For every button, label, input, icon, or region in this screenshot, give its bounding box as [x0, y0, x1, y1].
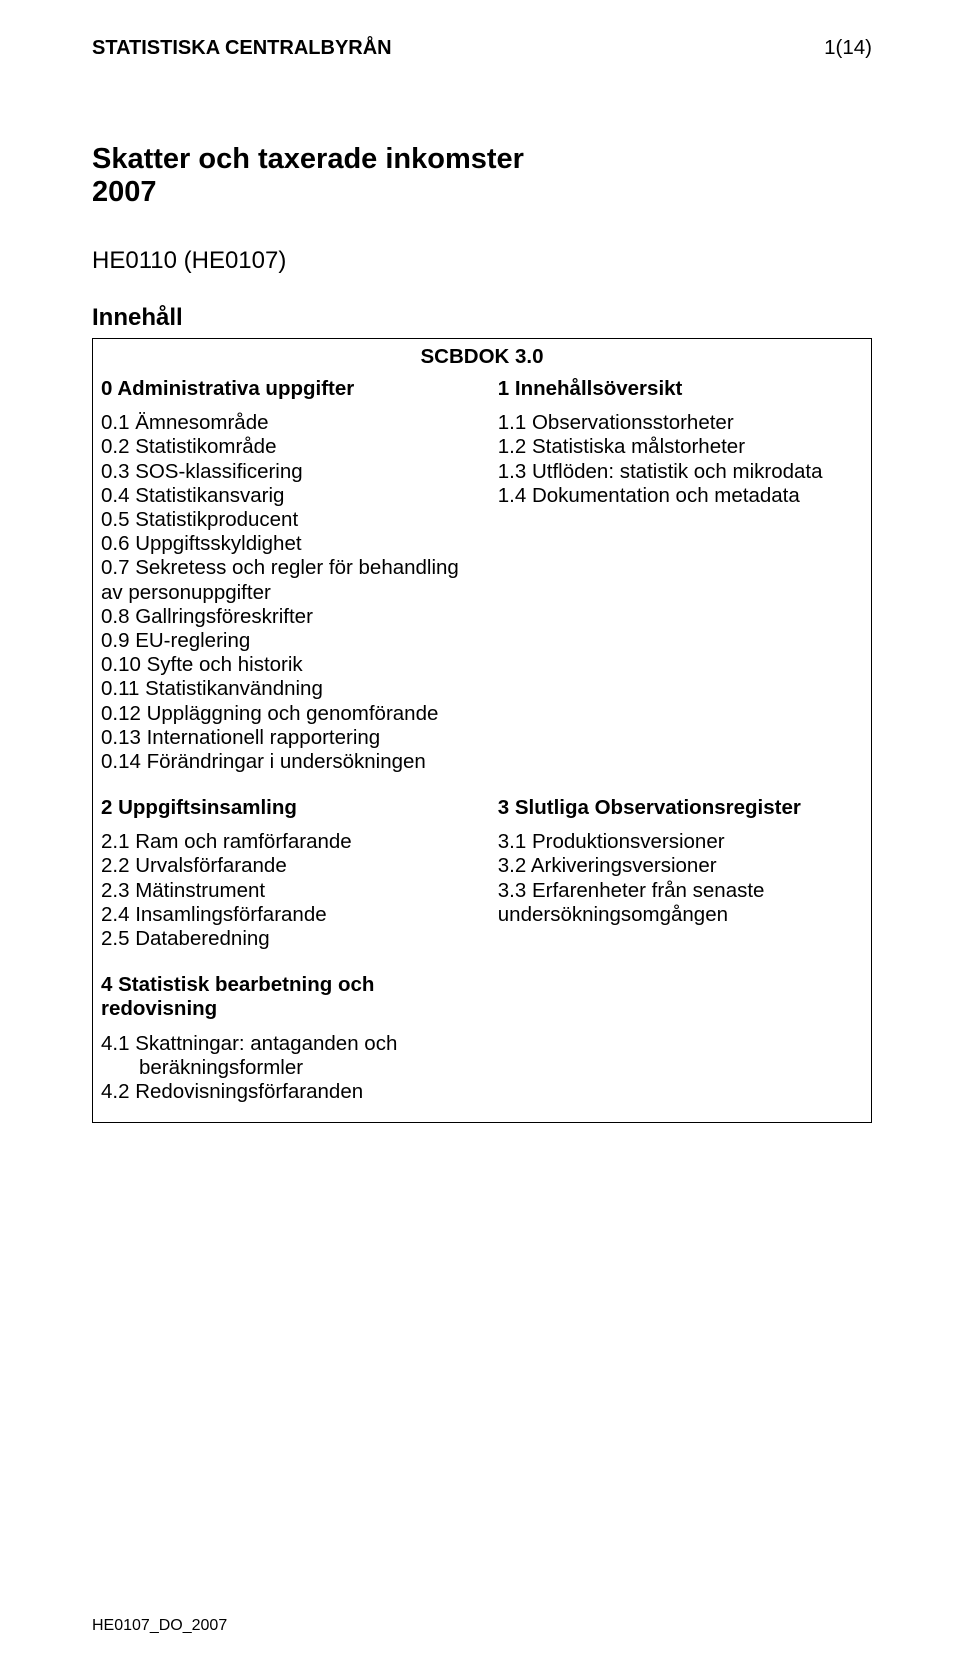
toc-item: 0.4 Statistikansvarig [101, 484, 482, 508]
toc-item: 0.12 Uppläggning och genomförande [101, 702, 482, 726]
toc-cell-0: 0 Administrativa uppgifter 0.1 Ämnesområ… [93, 373, 490, 792]
title-line-1: Skatter och taxerade inkomster [92, 143, 524, 175]
toc-item: 4.2 Redovisningsförfaranden [101, 1080, 482, 1104]
toc-item: 0.6 Uppgiftsskyldighet [101, 532, 482, 556]
toc-item: 0.1 Ämnesområde [101, 411, 482, 435]
toc-cell-1: 1 Innehållsöversikt 1.1 Observationsstor… [490, 373, 872, 792]
toc-cell-2: 2 Uppgiftsinsamling 2.1 Ram och ramförfa… [93, 792, 490, 969]
toc-item: 2.4 Insamlingsförfarande [101, 903, 482, 927]
toc-cell-4: 4 Statistisk bearbetning och redovisning… [93, 969, 490, 1122]
footer-code: HE0107_DO_2007 [92, 1617, 227, 1636]
toc-item: 1.2 Statistiska målstorheter [498, 435, 863, 459]
document-code: HE0110 (HE0107) [92, 247, 872, 275]
toc-item: 2.3 Mätinstrument [101, 879, 482, 903]
section-1-head: 1 Innehållsöversikt [498, 377, 863, 401]
toc-item: 1.4 Dokumentation och metadata [498, 484, 863, 508]
section-2-head: 2 Uppgiftsinsamling [101, 796, 482, 820]
toc-row-3: 4 Statistisk bearbetning och redovisning… [93, 969, 872, 1122]
toc-item: 1.3 Utflöden: statistik och mikrodata [498, 460, 863, 484]
toc-item: 0.13 Internationell rapportering [101, 726, 482, 750]
toc-item: 0.14 Förändringar i undersökningen [101, 750, 482, 774]
page-number: 1(14) [824, 36, 872, 60]
toc-item: 0.9 EU-reglering [101, 629, 482, 653]
toc-item: 0.5 Statistikproducent [101, 508, 482, 532]
toc-item: 0.2 Statistikområde [101, 435, 482, 459]
section-4-head: 4 Statistisk bearbetning och redovisning [101, 973, 482, 1021]
section-3-head: 3 Slutliga Observationsregister [498, 796, 863, 820]
section-0-head: 0 Administrativa uppgifter [101, 377, 482, 401]
toc-item: 0.3 SOS-klassificering [101, 460, 482, 484]
toc-item: 1.1 Observationsstorheter [498, 411, 863, 435]
toc-item: 4.1 Skattningar: antaganden och [101, 1032, 482, 1056]
toc-item: 3.3 Erfarenheter från senaste undersökni… [498, 879, 863, 927]
toc-row-2: 2 Uppgiftsinsamling 2.1 Ram och ramförfa… [93, 792, 872, 969]
scbdok-label: SCBDOK 3.0 [93, 338, 872, 373]
toc-cell-empty [490, 969, 872, 1122]
toc-item: 0.8 Gallringsföreskrifter [101, 605, 482, 629]
toc-item: 0.11 Statistikanvändning [101, 677, 482, 701]
toc-item-cont: beräkningsformler [101, 1056, 482, 1080]
toc-item: 0.10 Syfte och historik [101, 653, 482, 677]
toc-item: 3.2 Arkiveringsversioner [498, 854, 863, 878]
toc-item: 2.1 Ram och ramförfarande [101, 830, 482, 854]
toc-version-row: SCBDOK 3.0 [93, 338, 872, 373]
title-line-2: 2007 [92, 176, 157, 208]
toc-table: SCBDOK 3.0 0 Administrativa uppgifter 0.… [92, 338, 872, 1123]
toc-item: 0.7 Sekretess och regler för behandling … [101, 556, 482, 604]
toc-cell-3: 3 Slutliga Observationsregister 3.1 Prod… [490, 792, 872, 969]
toc-item: 2.5 Databeredning [101, 927, 482, 951]
document-title: Skatter och taxerade inkomster 2007 [92, 143, 872, 210]
toc-heading: Innehåll [92, 304, 872, 332]
toc-item: 3.1 Produktionsversioner [498, 830, 863, 854]
toc-row-1: 0 Administrativa uppgifter 0.1 Ämnesområ… [93, 373, 872, 792]
org-name: STATISTISKA CENTRALBYRÅN [92, 37, 392, 61]
page-header: STATISTISKA CENTRALBYRÅN 1(14) [92, 36, 872, 61]
toc-item: 2.2 Urvalsförfarande [101, 854, 482, 878]
